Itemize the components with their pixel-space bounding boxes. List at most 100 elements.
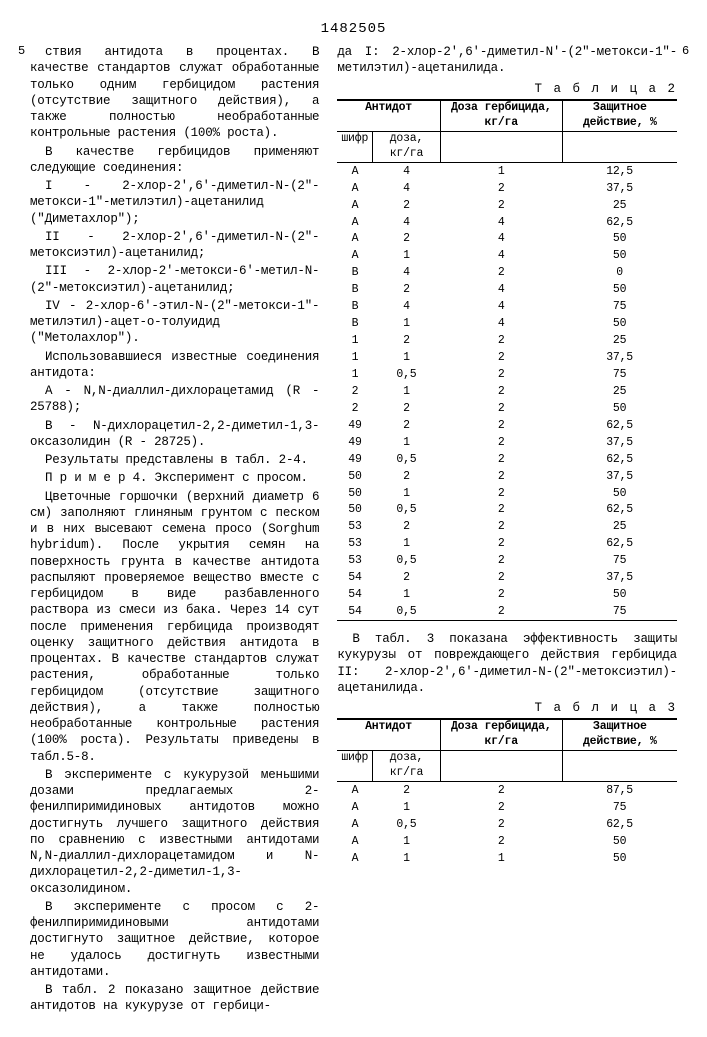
cell: 50 <box>337 468 372 485</box>
th: Доза гербицида, кг/га <box>440 100 562 131</box>
cell: 1 <box>373 586 441 603</box>
cell: 50 <box>562 315 677 332</box>
cell: 1 <box>373 247 441 264</box>
table-row: A1275 <box>337 799 677 816</box>
cell: 50 <box>562 485 677 502</box>
cell: 2 <box>373 400 441 417</box>
th: шифр <box>337 131 372 162</box>
cell: A <box>337 782 372 799</box>
herbicide-item: III - 2-хлор-2′-метокси-6′-метил-N-(2″-м… <box>30 263 319 296</box>
para: Результаты представлены в табл. 2-4. <box>30 452 319 468</box>
cell: 1 <box>337 349 372 366</box>
cell: 2 <box>440 782 562 799</box>
cell: 1 <box>440 850 562 867</box>
cell: 75 <box>562 366 677 383</box>
patent-number: 1482505 <box>30 20 677 38</box>
cell: 2 <box>440 586 562 603</box>
cell: A <box>337 799 372 816</box>
cell: 2 <box>337 400 372 417</box>
table-row: 12225 <box>337 332 677 349</box>
cell: 50 <box>562 400 677 417</box>
cell: A <box>337 850 372 867</box>
table3-title: Т а б л и ц а 3 <box>337 700 677 716</box>
table-row: 492262,5 <box>337 417 677 434</box>
cell: 4 <box>440 230 562 247</box>
cell: 2 <box>440 332 562 349</box>
cell: 2 <box>440 417 562 434</box>
cell: A <box>337 214 372 231</box>
cell: 62,5 <box>562 417 677 434</box>
table-row: 541250 <box>337 586 677 603</box>
cell: 0,5 <box>373 816 441 833</box>
table-row: A1250 <box>337 833 677 850</box>
cell: 2 <box>373 468 441 485</box>
cell: 1 <box>373 833 441 850</box>
cell: A <box>337 162 372 179</box>
th: доза, кг/га <box>373 131 441 162</box>
para: В эксперименте с кукурузой меньшими доза… <box>30 767 319 897</box>
th: шифр <box>337 751 372 782</box>
cell: 1 <box>373 799 441 816</box>
cell: 75 <box>562 799 677 816</box>
cell: 87,5 <box>562 782 677 799</box>
para: ствия антидота в процентах. В качестве с… <box>30 44 319 142</box>
cell: 4 <box>440 281 562 298</box>
cell: 4 <box>373 298 441 315</box>
cell: 4 <box>373 162 441 179</box>
cell: 2 <box>440 366 562 383</box>
cell: 2 <box>440 535 562 552</box>
rule <box>337 620 677 621</box>
cell: 2 <box>373 230 441 247</box>
cell: 2 <box>440 501 562 518</box>
cell: 0,5 <box>373 603 441 620</box>
table-3: Антидот Доза гербицида, кг/га Защитное д… <box>337 719 677 866</box>
th: Защитное действие, % <box>562 720 677 751</box>
cell: 49 <box>337 434 372 451</box>
cell: 2 <box>373 518 441 535</box>
antidote-item: В - N-дихлорацетил-2,2-диметил-1,3-оксаз… <box>30 418 319 451</box>
table2-title: Т а б л и ц а 2 <box>337 81 677 97</box>
cell: 50 <box>562 586 677 603</box>
cell: 49 <box>337 417 372 434</box>
cell: 2 <box>373 332 441 349</box>
cell: 2 <box>440 799 562 816</box>
cell: 2 <box>440 264 562 281</box>
table-row: 10,5275 <box>337 366 677 383</box>
table-row: 530,5275 <box>337 552 677 569</box>
table-row: 502237,5 <box>337 468 677 485</box>
th: Доза гербицида, кг/га <box>440 720 562 751</box>
cell: 2 <box>440 485 562 502</box>
cell: 50 <box>562 850 677 867</box>
cell: 2 <box>440 816 562 833</box>
cell: 1 <box>337 366 372 383</box>
cell: 75 <box>562 298 677 315</box>
cell: 12,5 <box>562 162 677 179</box>
table-row: A0,5262,5 <box>337 816 677 833</box>
two-column-layout: 5 ствия антидота в процентах. В качестве… <box>30 44 677 1017</box>
cell: 4 <box>440 315 562 332</box>
cell: 37,5 <box>562 434 677 451</box>
cell: 0,5 <box>373 366 441 383</box>
th: Защитное действие, % <box>562 100 677 131</box>
cell: 54 <box>337 569 372 586</box>
table-row: B2450 <box>337 281 677 298</box>
margin-num-left: 5 <box>16 44 27 60</box>
cell: 1 <box>373 315 441 332</box>
table-row: A4112,5 <box>337 162 677 179</box>
cell: 1 <box>373 434 441 451</box>
cell: 2 <box>440 451 562 468</box>
para: В эксперименте с просом с 2-фенилпиримид… <box>30 899 319 980</box>
cell: 0,5 <box>373 451 441 468</box>
antidote-item: А - N,N-диаллил-дихлорацетамид (R - 2578… <box>30 383 319 416</box>
para: В качестве гербицидов применяют следующи… <box>30 144 319 177</box>
cell: 1 <box>373 850 441 867</box>
cell: 50 <box>562 230 677 247</box>
cell: 54 <box>337 586 372 603</box>
cell: 2 <box>373 569 441 586</box>
cell: 4 <box>373 214 441 231</box>
th: Антидот <box>337 100 440 131</box>
cell: A <box>337 180 372 197</box>
table-row: B4475 <box>337 298 677 315</box>
para: В табл. 2 показано защитное действие ант… <box>30 982 319 1015</box>
table-row: A4237,5 <box>337 180 677 197</box>
